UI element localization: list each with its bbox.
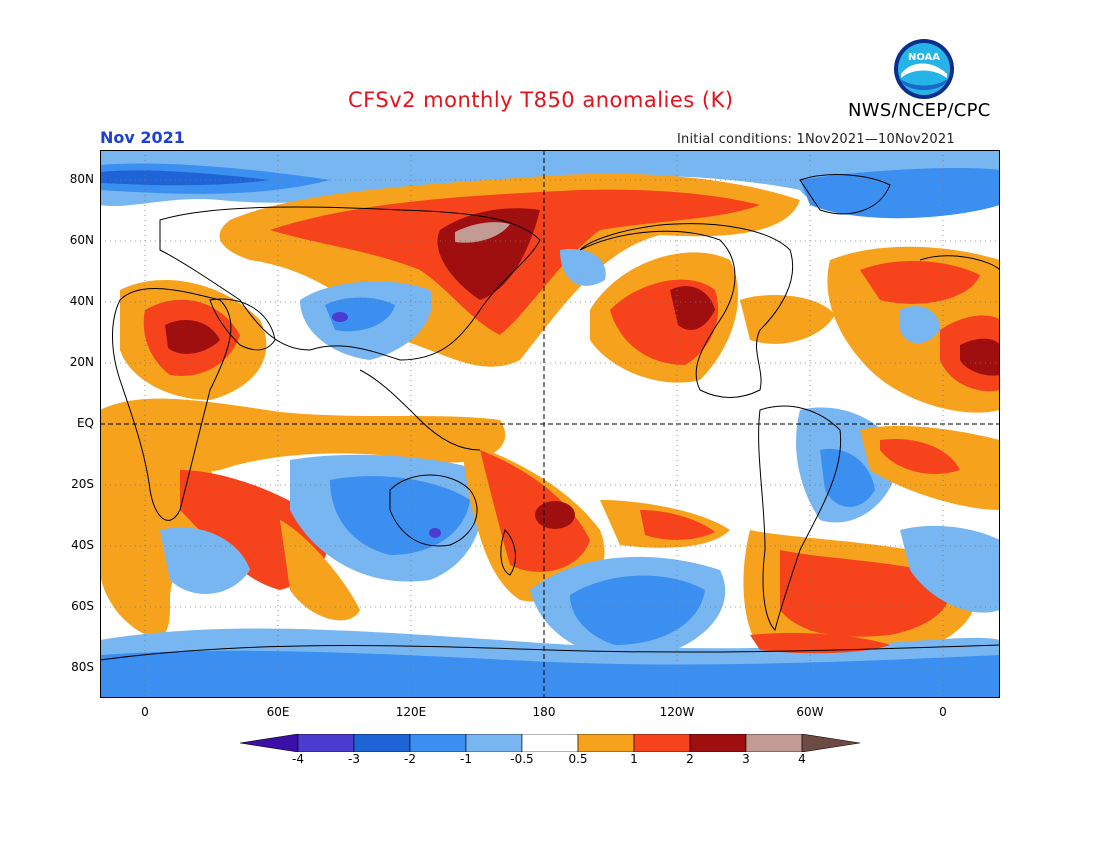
colorbar-tick: -0.5: [510, 752, 534, 766]
anomaly-region: [640, 510, 715, 540]
map-frame: [100, 150, 1000, 698]
anomaly-region: [570, 575, 705, 645]
lon-label: 60W: [796, 705, 824, 719]
colorbar-tick: 2: [686, 752, 694, 766]
lat-label: 80S: [71, 660, 94, 674]
colorbar-tick: -1: [460, 752, 472, 766]
lat-label: 60N: [69, 233, 94, 247]
colorbar-segment: [633, 734, 691, 752]
lon-label: 0: [939, 705, 947, 719]
anomaly-region: [100, 398, 506, 473]
anomaly-region: [332, 312, 348, 322]
lat-label: 80N: [69, 172, 94, 186]
lon-label: 120W: [659, 705, 695, 719]
anomaly-region: [800, 168, 1000, 219]
colorbar-tick: -4: [292, 752, 304, 766]
lat-label: 20N: [69, 355, 94, 369]
noaa-logo-text: NOAA: [908, 52, 940, 63]
anomaly-region: [820, 449, 875, 507]
colorbar-tick: 1: [630, 752, 638, 766]
colorbar-segment: [353, 734, 411, 752]
anomaly-region: [429, 528, 441, 538]
lat-label: 60S: [71, 599, 94, 613]
anomaly-region: [480, 450, 590, 572]
anomaly-region: [780, 550, 950, 637]
anomaly-map: [100, 150, 1000, 698]
colorbar: [240, 734, 861, 752]
lat-label: EQ: [76, 416, 94, 430]
colorbar-segment: [577, 734, 635, 752]
organization-label: NWS/NCEP/CPC: [848, 100, 991, 121]
anomaly-region: [280, 520, 360, 621]
anomaly-region: [880, 439, 960, 474]
colorbar-segment: [297, 734, 355, 752]
reference-lines: [100, 150, 1000, 698]
colorbar-segment: [409, 734, 467, 752]
anomaly-region: [165, 320, 220, 354]
anomaly-region: [740, 295, 835, 344]
colorbar-tick: 0.5: [568, 752, 588, 766]
map-title: CFSv2 monthly T850 anomalies (K): [348, 88, 734, 112]
graticule: [100, 150, 1000, 698]
colorbar-segment: [521, 734, 579, 752]
lat-label: 20S: [71, 477, 94, 491]
anomaly-region: [455, 222, 510, 243]
lat-label: 40N: [69, 294, 94, 308]
colorbar-tick: 4: [798, 752, 806, 766]
anomaly-region: [860, 260, 980, 304]
anomaly-region: [900, 525, 1000, 613]
anomaly-region: [960, 338, 1000, 376]
colorbar-segment: [240, 734, 299, 752]
anomaly-region: [325, 297, 395, 332]
anomaly-region: [100, 650, 1000, 698]
month-label: Nov 2021: [100, 128, 185, 147]
colorbar-segment: [689, 734, 747, 752]
colorbar-tick: -3: [348, 752, 360, 766]
colorbar-segment: [745, 734, 803, 752]
colorbar-tick: 3: [742, 752, 750, 766]
anomaly-region: [900, 306, 940, 344]
initial-conditions-label: Initial conditions: 1Nov2021—10Nov2021: [677, 132, 955, 147]
noaa-logo: NOAA: [893, 38, 955, 100]
colorbar-tick: -2: [404, 752, 416, 766]
anomaly-region: [100, 170, 270, 186]
colorbar-segment: [801, 734, 861, 752]
anomaly-region: [750, 633, 890, 654]
colorbar-segment: [465, 734, 523, 752]
lon-label: 120E: [395, 705, 427, 719]
lon-label: 180: [532, 705, 556, 719]
coastlines: [100, 174, 1000, 661]
lon-label: 0: [141, 705, 149, 719]
lat-label: 40S: [71, 538, 94, 552]
lon-label: 60E: [266, 705, 290, 719]
anomaly-region: [160, 527, 250, 594]
anomaly-region: [670, 286, 715, 330]
anomaly-region: [535, 501, 575, 529]
anomaly-region: [560, 249, 606, 286]
